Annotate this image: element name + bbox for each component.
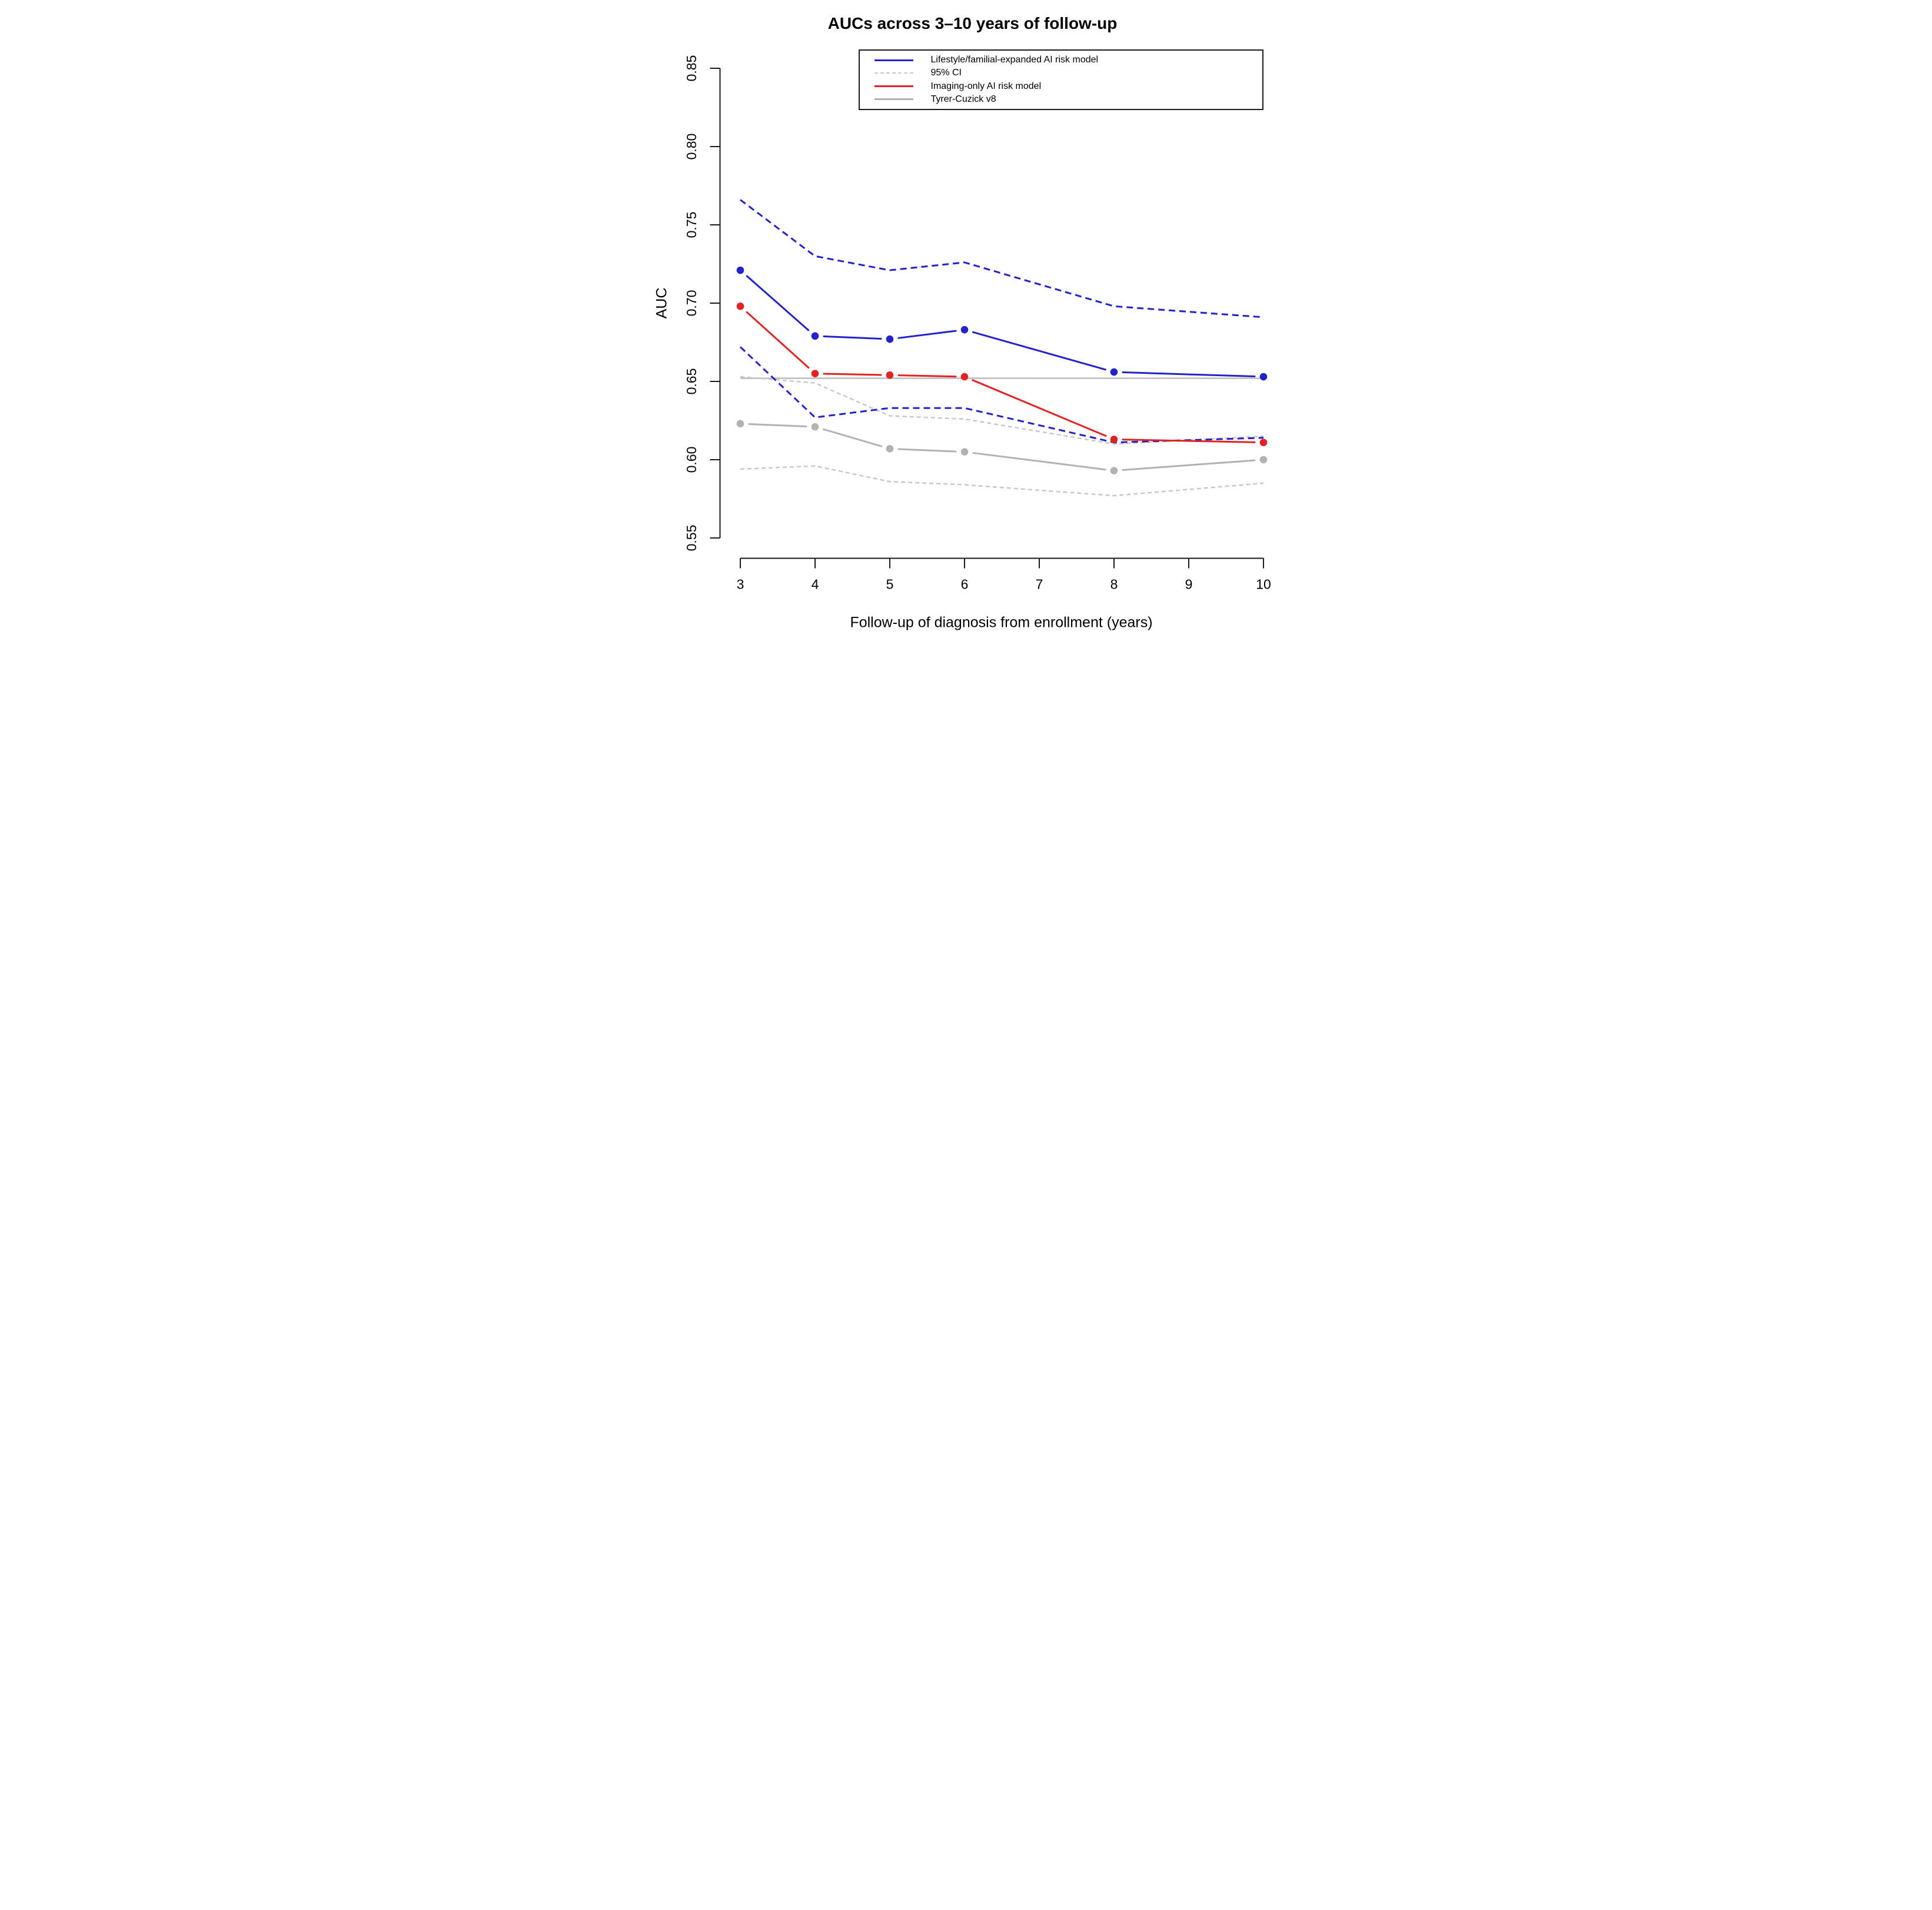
x-axis: 3 4 5 6 7 8 9 10 — [736, 557, 1271, 592]
x-tick-label: 6 — [960, 577, 968, 592]
x-tick-label: 3 — [736, 577, 744, 592]
y-axis: 0.55 0.60 0.65 0.70 0.75 0.80 0.85 — [684, 55, 720, 552]
legend-item: Imaging-only AI risk model — [860, 81, 1262, 92]
x-tick-label: 5 — [886, 577, 893, 592]
legend-item-label: 95% CI — [930, 68, 962, 78]
y-tick-label: 0.80 — [684, 134, 699, 160]
legend-key-line — [874, 85, 913, 88]
y-tick-label: 0.75 — [684, 212, 699, 238]
y-axis-title: AUC — [653, 287, 670, 319]
series-lifestyle-familial-expanded-ai-95-ci-upper — [739, 199, 1263, 318]
x-tick-label: 10 — [1256, 577, 1271, 592]
series-lifestyle-familial-expanded-ai-95-ci-lower — [739, 346, 1263, 444]
data-point — [886, 335, 893, 343]
data-point — [960, 373, 968, 381]
series-tyrer-cuzick-v8-95-ci-lower — [740, 465, 1263, 497]
x-tick-label: 7 — [1035, 577, 1043, 592]
legend-item-label: Tyrer-Cuzick v8 — [930, 94, 996, 104]
data-point — [736, 420, 744, 428]
data-point — [811, 332, 819, 340]
data-point — [1259, 439, 1267, 447]
y-tick-label: 0.65 — [684, 368, 699, 395]
legend-key-line — [874, 98, 913, 101]
chart-canvas: 0.55 0.60 0.65 0.70 0.75 0.80 0.85 3 4 5 6 7 8 9 10 AU… — [644, 0, 1288, 637]
x-tick-label: 4 — [811, 577, 819, 592]
y-tick-label: 0.85 — [684, 55, 699, 82]
legend-key-line — [874, 72, 913, 74]
legend-item: Tyrer-Cuzick v8 — [860, 94, 1262, 105]
y-tick-label: 0.70 — [684, 290, 699, 317]
data-point — [811, 370, 819, 377]
data-point — [1259, 373, 1267, 381]
series-tyrer-cuzick-v8-95-ci-upper — [740, 376, 1263, 445]
data-point — [1110, 436, 1118, 443]
data-point — [960, 448, 968, 456]
series-imaging-only-ai-risk-model — [736, 303, 1267, 447]
data-point — [960, 325, 968, 334]
x-axis-title: Follow-up of diagnosis from enrollment (… — [850, 614, 1153, 631]
legend-key-line — [874, 59, 913, 61]
data-point — [1110, 467, 1118, 474]
series-lifestyle-familial-expanded-ai-risk-model — [736, 266, 1267, 381]
legend-item-label: Lifestyle/familial-expanded AI risk mode… — [930, 55, 1099, 65]
data-point — [886, 371, 893, 379]
x-tick-label: 9 — [1185, 577, 1192, 592]
series-tyrer-cuzick-v8 — [736, 420, 1267, 474]
y-tick-label: 0.55 — [684, 525, 699, 552]
y-tick-label: 0.60 — [684, 447, 699, 473]
data-point — [1110, 368, 1118, 376]
legend-item: 95% CI — [860, 67, 1262, 79]
data-point — [736, 303, 744, 310]
x-tick-label: 8 — [1110, 577, 1118, 592]
legend-item-label: Imaging-only AI risk model — [930, 81, 1042, 91]
data-point — [886, 445, 893, 453]
data-point — [736, 266, 744, 274]
chart-title: AUCs across 3–10 years of follow-up — [827, 14, 1118, 32]
legend: Lifestyle/familial-expanded AI risk mode… — [858, 49, 1263, 110]
legend-item: Lifestyle/familial-expanded AI risk mode… — [860, 54, 1262, 66]
plot-area: 0.55 0.60 0.65 0.70 0.75 0.80 0.85 3 4 5 6 7 8 9 10 — [684, 55, 1271, 592]
data-point — [1259, 456, 1267, 464]
data-point — [811, 423, 819, 431]
